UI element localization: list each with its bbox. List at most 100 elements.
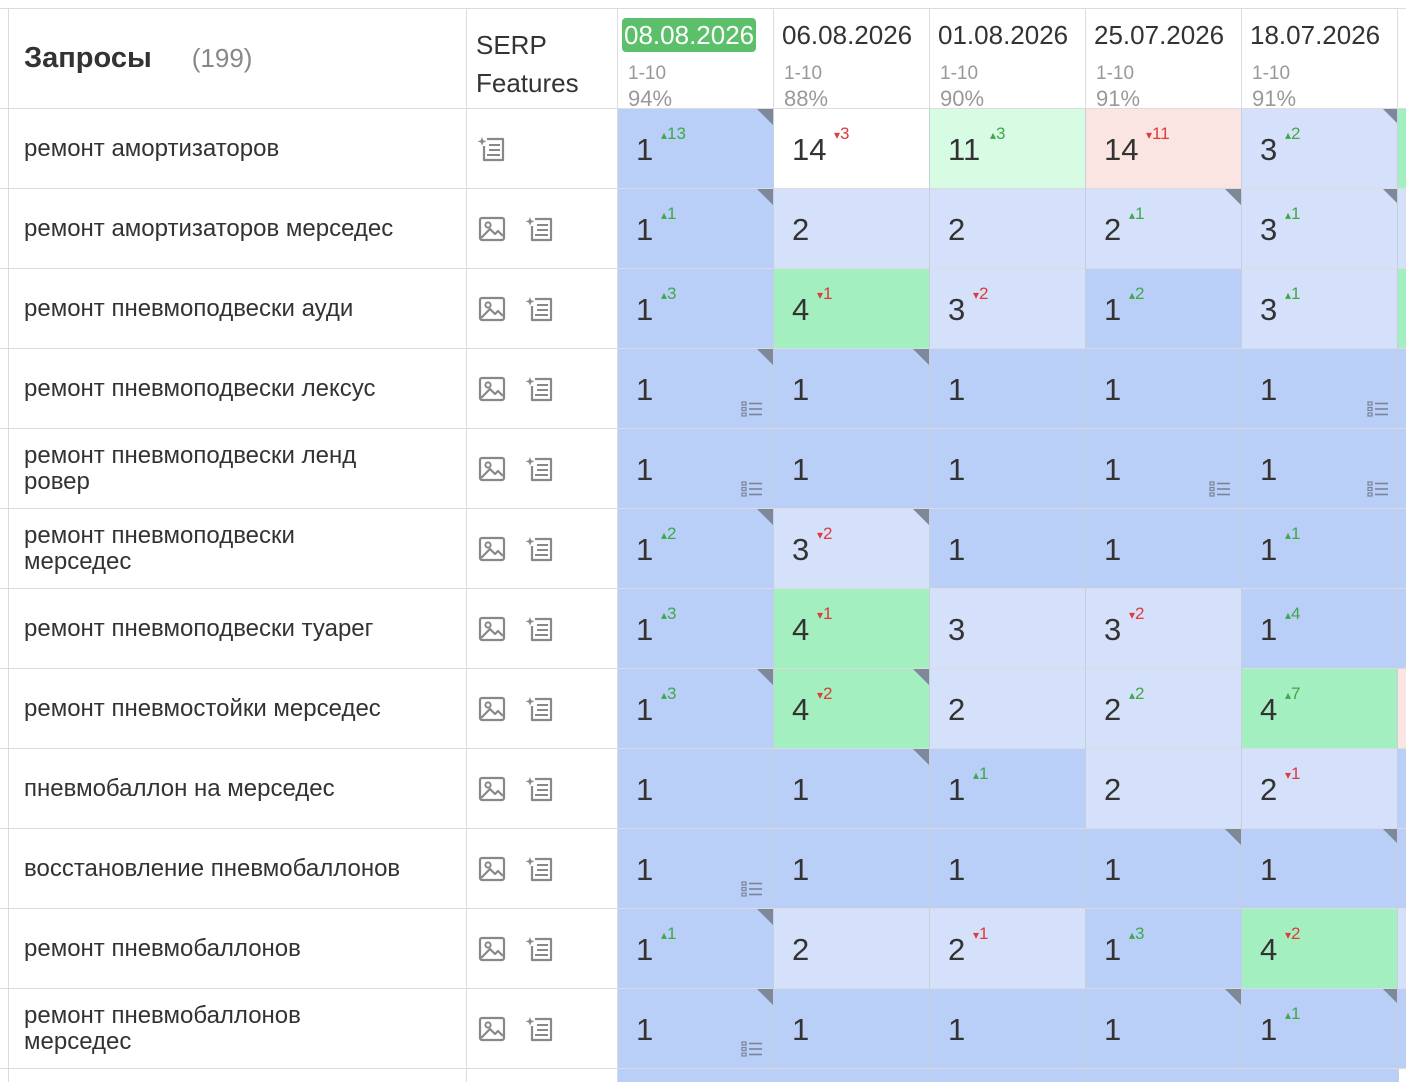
position-cell[interactable]: 1 [774,829,929,909]
position-cell[interactable]: 1 [1242,349,1399,429]
image-icon[interactable] [476,773,508,805]
snippet-icon[interactable] [524,533,556,565]
position-cell[interactable]: 1 [618,989,773,1069]
image-icon[interactable] [476,453,508,485]
image-icon[interactable] [476,1013,508,1045]
query-cell[interactable]: пневмобаллон на мерседес [8,749,466,829]
date-column-header[interactable]: 01.08.2026 1-10 90% [930,8,1085,111]
query-cell[interactable]: ремонт амортизаторов [8,109,466,189]
position-cell[interactable]: 3 ▾2 [930,269,1085,349]
position-cell[interactable]: 1 ▴1 [930,749,1085,829]
snippet-icon[interactable] [524,773,556,805]
position-cell[interactable]: 1 [1242,829,1399,909]
snippet-icon[interactable] [524,213,556,245]
query-cell[interactable]: ремонт пневмобаллонов мерседес [8,989,466,1069]
position-cell[interactable]: 1 [930,829,1085,909]
date-column-header[interactable]: 25.07.2026 1-10 91% [1086,8,1241,111]
position-cell[interactable]: 1 [1086,509,1241,589]
position-cell[interactable]: 1 ▴1 [618,189,773,269]
snippet-icon[interactable] [524,853,556,885]
query-cell[interactable]: ремонт пневмоподвески туарег [8,589,466,669]
snippet-icon[interactable] [524,933,556,965]
position-cell[interactable]: 2 ▴1 [1086,189,1241,269]
position-cell[interactable]: 1 [618,349,773,429]
position-cell[interactable]: 2 [774,189,929,269]
snippet-icon[interactable] [524,693,556,725]
position-cell[interactable]: 2 ▾1 [930,909,1085,989]
snippet-icon[interactable] [524,613,556,645]
image-icon[interactable] [476,293,508,325]
position-cell[interactable]: 1 ▴13 [618,109,773,189]
position-cell[interactable]: 1 [1086,429,1241,509]
date-column-header[interactable]: 08.08.2026 1-10 94% [618,8,773,111]
position-cell[interactable]: 3 ▾2 [1086,589,1241,669]
date-column-header[interactable]: 18.07.2026 1-10 91% [1242,8,1397,111]
image-icon[interactable] [476,213,508,245]
snippet-icon[interactable] [476,133,508,165]
query-cell[interactable]: ремонт амортизаторов мерседес [8,189,466,269]
position-cell[interactable]: 2 ▾1 [1242,749,1399,829]
position-cell[interactable]: 14 ▾3 [774,109,929,189]
position-cell[interactable]: 4 ▾1 [774,589,929,669]
image-icon[interactable] [476,933,508,965]
position-cell[interactable]: 11 ▴3 [930,109,1085,189]
position-cell[interactable]: 1 [930,509,1085,589]
position-cell[interactable]: 1 [618,829,773,909]
query-cell[interactable]: восстановление пневмобаллонов [8,829,466,909]
position-cell[interactable]: 14 ▾11 [1086,109,1241,189]
query-cell[interactable]: ремонт пневмобаллонов [8,909,466,989]
position-cell[interactable]: 4 ▾2 [774,669,929,749]
query-cell[interactable]: ремонт пневмостойки мерседес [8,669,466,749]
position-cell[interactable]: 2 [1086,749,1241,829]
queries-header[interactable]: Запросы (199) [8,8,466,108]
image-icon[interactable] [476,853,508,885]
position-cell[interactable]: 1 ▴3 [618,669,773,749]
snippet-icon[interactable] [524,373,556,405]
position-cell[interactable]: 1 [1086,829,1241,909]
position-cell[interactable]: 1 ▴1 [618,909,773,989]
snippet-icon[interactable] [524,293,556,325]
position-cell[interactable]: 4 ▾1 [774,269,929,349]
position-cell[interactable]: 1 ▴4 [1242,589,1399,669]
position-cell[interactable]: 1 [774,429,929,509]
position-cell[interactable]: 3 ▴1 [1242,269,1399,349]
query-cell[interactable]: ремонт пневмоподвески лексус [8,349,466,429]
position-cell[interactable]: 1 ▴2 [618,509,773,589]
query-cell[interactable]: ремонт пневмоподвески ауди [8,269,466,349]
position-cell[interactable]: 3 ▴2 [1242,109,1399,189]
snippet-icon[interactable] [524,1013,556,1045]
image-icon[interactable] [476,533,508,565]
position-cell[interactable]: 1 [930,989,1085,1069]
serp-features-header[interactable]: SERP Features [467,8,617,108]
position-cell[interactable]: 3 [930,589,1085,669]
position-cell[interactable]: 1 ▴1 [1242,989,1399,1069]
position-cell[interactable]: 3 ▴1 [1242,189,1399,269]
position-cell[interactable]: 1 [1242,429,1399,509]
position-cell[interactable]: 2 ▴2 [1086,669,1241,749]
query-cell[interactable]: ремонт пневмоподвески мерседес [8,509,466,589]
position-cell[interactable]: 1 [930,429,1085,509]
position-cell[interactable]: 1 [774,349,929,429]
position-cell[interactable]: 1 [930,349,1085,429]
image-icon[interactable] [476,693,508,725]
position-cell[interactable]: 4 ▾2 [1242,909,1399,989]
position-cell[interactable]: 1 ▴3 [1086,909,1241,989]
date-column-header[interactable]: 06.08.2026 1-10 88% [774,8,929,111]
position-cell[interactable]: 2 [930,189,1085,269]
position-cell[interactable]: 2 [774,909,929,989]
position-cell[interactable]: 1 ▴1 [1242,509,1399,589]
position-cell[interactable]: 4 ▴7 [1242,669,1399,749]
image-icon[interactable] [476,613,508,645]
query-cell[interactable]: ремонт пневмоподвески ленд ровер [8,429,466,509]
image-icon[interactable] [476,373,508,405]
position-cell[interactable]: 1 ▴3 [618,589,773,669]
position-cell[interactable]: 1 [1086,349,1241,429]
position-cell[interactable]: 1 [774,989,929,1069]
position-cell[interactable]: 2 [930,669,1085,749]
position-cell[interactable]: 1 [618,429,773,509]
position-cell[interactable]: 3 ▾2 [774,509,929,589]
position-cell[interactable]: 1 ▴2 [1086,269,1241,349]
position-cell[interactable]: 1 [774,749,929,829]
position-cell[interactable]: 1 [618,749,773,829]
position-cell[interactable]: 1 [1086,989,1241,1069]
